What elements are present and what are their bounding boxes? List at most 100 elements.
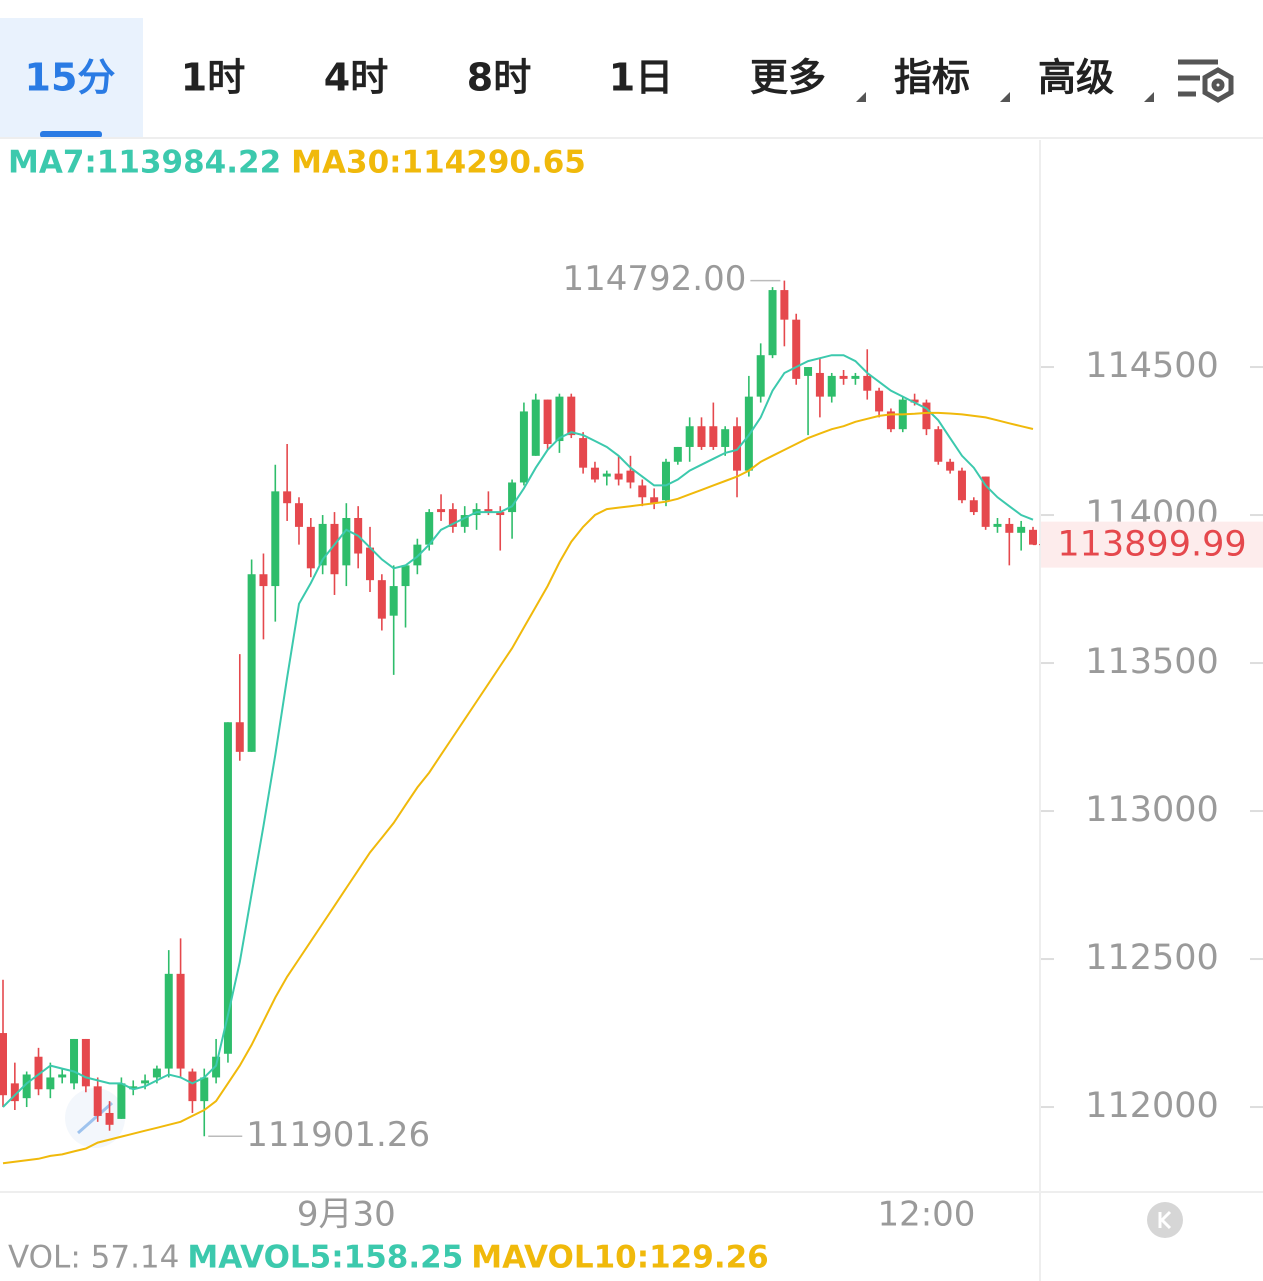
y-tick-label: 114500: [1085, 346, 1219, 386]
low-label: 111901.26: [246, 1115, 430, 1155]
candle-body: [389, 586, 398, 616]
candle-body: [543, 399, 552, 444]
candle-body: [638, 485, 647, 498]
candle-body: [141, 1080, 150, 1084]
candle-body: [839, 375, 848, 379]
candle-body: [81, 1038, 90, 1087]
candle-body: [531, 399, 540, 456]
candle-body: [425, 512, 434, 545]
candle-body: [247, 574, 256, 752]
tab-label[interactable]: 4时: [324, 56, 388, 100]
candle-body: [590, 467, 599, 480]
candle-body: [851, 375, 860, 379]
candle-body: [58, 1074, 67, 1078]
candle-body: [342, 517, 351, 566]
candle-body: [105, 1112, 114, 1125]
candle-body: [1017, 526, 1026, 533]
y-tick-label: 113500: [1085, 642, 1219, 682]
candle-body: [555, 396, 564, 442]
candle-body: [579, 438, 588, 468]
candle-body: [721, 429, 730, 447]
candle-body: [366, 547, 375, 581]
current-price-badge: [1041, 521, 1263, 568]
candle-body: [993, 523, 1002, 527]
candle-body: [460, 515, 469, 527]
tab-label[interactable]: 更多: [750, 56, 826, 100]
tab-bar: 15分 1时 4时 8时 1日 更多 指标 高级: [25, 56, 1154, 102]
candle-body: [271, 491, 280, 587]
candle-body: [10, 1083, 19, 1102]
candle-body: [318, 523, 327, 566]
candle-body: [377, 580, 386, 619]
active-tab-bg: [0, 18, 143, 138]
ma-line: [2, 411, 1034, 1165]
icon-dot: [1211, 78, 1225, 92]
candle-body: [768, 290, 777, 356]
candle-body: [946, 461, 955, 471]
tab-label[interactable]: 1时: [181, 56, 245, 100]
candle-body: [815, 372, 824, 397]
settings-icon[interactable]: [1178, 59, 1234, 103]
active-tab-indicator: [40, 131, 102, 138]
candle-body: [934, 429, 943, 462]
candle-body: [626, 470, 635, 483]
candle-body: [910, 399, 919, 403]
y-tick-label: 112000: [1085, 1086, 1219, 1126]
candle-body: [567, 396, 576, 436]
candle-body: [413, 544, 422, 566]
icon-glyph: [1158, 1210, 1172, 1230]
candle-body: [519, 411, 528, 483]
volume-legend: MAVOL10:129.26: [471, 1240, 768, 1276]
candle-body: [401, 565, 410, 587]
candle-body: [697, 426, 706, 447]
high-label: 114792.00: [563, 259, 747, 299]
tab-label[interactable]: 8时: [467, 56, 531, 100]
y-tick-label: 112500: [1085, 938, 1219, 978]
candle-body: [437, 509, 446, 513]
candle-body: [283, 491, 292, 504]
tab-label[interactable]: 15分: [25, 56, 116, 100]
candle-body: [46, 1077, 55, 1090]
candle-body: [259, 574, 268, 587]
icon-bg: [1147, 1202, 1183, 1238]
candle-body: [22, 1074, 31, 1099]
icon-hex: [1202, 67, 1234, 103]
candle-body: [969, 500, 978, 513]
tab-label[interactable]: 指标: [894, 56, 970, 100]
candle-body: [212, 1056, 221, 1078]
candle-body: [957, 470, 966, 501]
tab-label[interactable]: 1日: [609, 56, 673, 100]
candle-body: [294, 503, 303, 527]
icon-line: [77, 1101, 113, 1135]
candle-body: [602, 473, 611, 477]
candle-body: [875, 390, 884, 412]
candle-body: [34, 1056, 43, 1090]
tab-label[interactable]: 高级: [1038, 56, 1114, 100]
candle-body: [1005, 523, 1014, 533]
candle-body: [508, 482, 517, 513]
candle-body: [448, 509, 457, 527]
dropdown-caret: [856, 92, 866, 102]
candle-body: [804, 367, 813, 376]
y-tick-label: 113000: [1085, 790, 1219, 830]
candle-body: [117, 1083, 126, 1119]
candle-body: [1029, 529, 1037, 545]
candle-body: [152, 1068, 161, 1078]
candle-body: [792, 319, 801, 379]
dropdown-caret: [1000, 92, 1010, 102]
volume-legend: VOL: 57.14: [8, 1240, 179, 1276]
candle-body: [709, 426, 718, 447]
collapse-icon[interactable]: [1147, 1202, 1183, 1238]
candle-body: [176, 973, 185, 1069]
candle-body: [93, 1086, 102, 1116]
candle-body: [129, 1086, 138, 1090]
candle-body: [685, 426, 694, 447]
ma-legend: MA7:113984.22: [8, 145, 281, 181]
candle-body: [922, 402, 931, 430]
candle-body: [981, 476, 990, 527]
candle-body: [306, 526, 315, 569]
candle-body: [484, 509, 493, 513]
